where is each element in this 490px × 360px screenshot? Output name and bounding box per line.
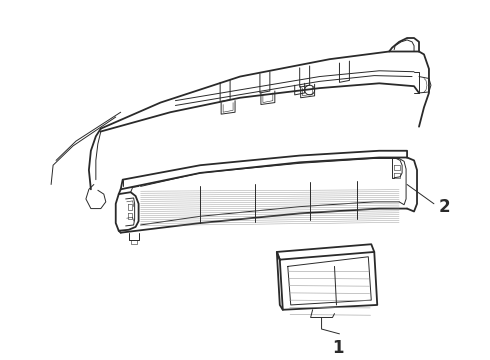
Text: 1: 1 [332, 339, 343, 357]
Text: 2: 2 [439, 198, 450, 216]
